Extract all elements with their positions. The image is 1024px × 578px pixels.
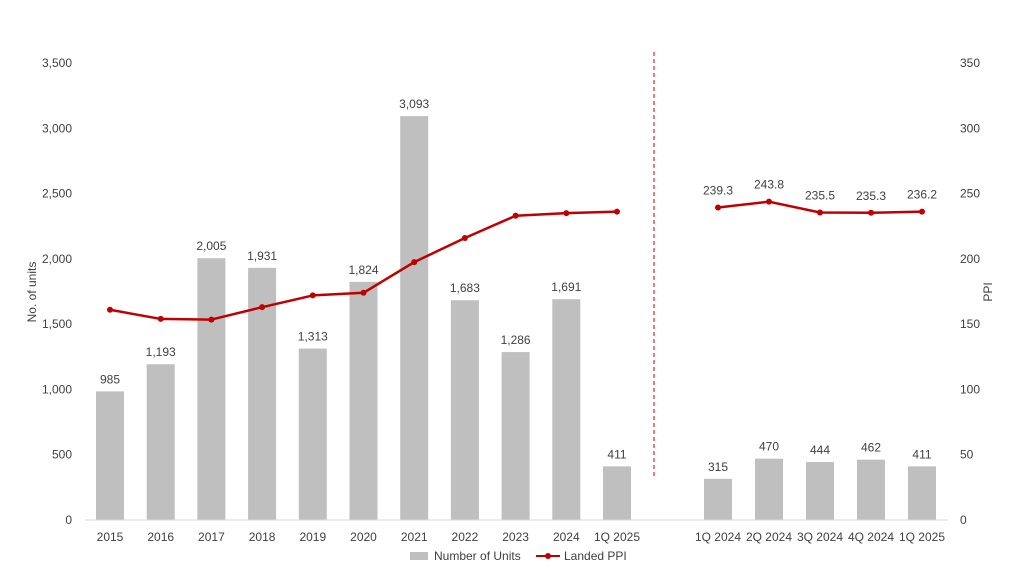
y-tick-label: 3,000 [42, 121, 72, 135]
y2-axis-title: PPI [981, 282, 995, 301]
y2-tick-label: 0 [960, 513, 967, 527]
line-point [309, 292, 316, 299]
bar-data-label: 1,691 [551, 280, 581, 294]
line-point [614, 208, 620, 215]
line-point [157, 315, 164, 322]
bar [146, 364, 175, 520]
bar-data-label: 1,824 [348, 263, 378, 277]
axes: 0 500 1,000 1,500 2,000 2,500 3,000 3,500 0 50 100… [25, 56, 995, 544]
line-data-label: 243.8 [754, 178, 784, 192]
line-point [461, 234, 468, 241]
x-tick-label: 1Q 2025 [899, 530, 945, 544]
x-tick-label: 4Q 2024 [848, 530, 894, 544]
y-tick-label: 2,000 [42, 252, 72, 266]
x-tick-label: 2024 [553, 530, 580, 544]
bar-data-label: 444 [810, 443, 830, 457]
line-point [360, 289, 367, 296]
y-tick-label: 1,500 [42, 317, 72, 331]
x-tick-label: 1Q 2025 [594, 530, 640, 544]
line-point [817, 209, 823, 216]
x-tick-label: 3Q 2024 [797, 530, 843, 544]
bar [501, 352, 530, 520]
bar [400, 116, 429, 520]
x-tick-label: 2019 [299, 530, 326, 544]
x-tick-label: 2017 [198, 530, 225, 544]
y-axis-title: No. of units [25, 262, 39, 323]
y2-tick-label: 350 [960, 56, 980, 70]
x-tick-label: 2020 [350, 530, 377, 544]
bar [704, 478, 732, 520]
y2-tick-label: 100 [960, 382, 980, 396]
bar-data-label: 411 [912, 447, 931, 461]
line-data-label: 235.5 [805, 189, 835, 203]
bar-data-label: 1,931 [247, 249, 277, 263]
bar [96, 391, 124, 520]
y2-tick-label: 250 [960, 187, 980, 201]
legend-swatch-units [410, 552, 428, 560]
y2-tick-label: 200 [960, 252, 980, 266]
y-tick-label: 2,500 [42, 187, 72, 201]
bar [755, 458, 783, 520]
bar [806, 462, 834, 520]
bar-data-label: 411 [607, 447, 626, 461]
bar [349, 281, 378, 520]
bar [552, 299, 581, 520]
bar [197, 258, 226, 520]
bar-data-label: 470 [759, 440, 779, 454]
x-tick-label: 2Q 2024 [746, 530, 792, 544]
bar [857, 459, 885, 520]
y2-tick-label: 50 [960, 448, 974, 462]
y-tick-label: 500 [52, 448, 72, 462]
line-data-label: 239.3 [703, 184, 733, 198]
line-point [208, 316, 215, 323]
bar-data-label: 1,286 [501, 333, 531, 347]
line-point [563, 210, 570, 217]
bar-data-label: 1,683 [450, 281, 480, 295]
bar-data-label: 3,093 [399, 97, 429, 111]
x-tick-label: 2021 [401, 530, 428, 544]
line-point [512, 212, 519, 219]
y2-tick-label: 300 [960, 121, 980, 135]
x-tick-label: 2018 [249, 530, 276, 544]
x-tick-label: 2015 [97, 530, 124, 544]
bar [908, 466, 936, 520]
bar-data-label: 315 [708, 460, 728, 474]
plot-area: 985 1,193 2,005 1,931 1,313 1,824 3,093 1,683 1,… [96, 52, 937, 520]
line-data-label: 235.3 [856, 189, 886, 203]
bar [603, 466, 631, 520]
x-tick-label: 1Q 2024 [695, 530, 741, 544]
x-tick-label: 2022 [452, 530, 479, 544]
bar-data-label: 1,313 [298, 330, 328, 344]
line-point [919, 208, 925, 215]
bar-data-label: 2,005 [196, 239, 226, 253]
legend-label-ppi: Landed PPI [564, 549, 627, 563]
line-point [411, 259, 418, 266]
legend-marker-ppi [545, 553, 551, 559]
bar-data-label: 462 [861, 441, 881, 455]
line-point [766, 198, 772, 205]
line-data-label: 236.2 [907, 188, 937, 202]
x-tick-label: 2023 [502, 530, 529, 544]
legend: Number of Units Landed PPI [410, 549, 627, 563]
y-tick-label: 0 [65, 513, 72, 527]
bar [298, 348, 327, 520]
y-tick-label: 1,000 [42, 382, 72, 396]
legend-label-units: Number of Units [434, 549, 521, 563]
bar-data-label: 1,193 [146, 345, 176, 359]
bar-data-label: 985 [100, 372, 120, 386]
y2-tick-label: 150 [960, 317, 980, 331]
line-point [107, 306, 113, 313]
line-point [868, 209, 874, 216]
line-point [715, 204, 721, 211]
x-tick-label: 2016 [147, 530, 174, 544]
bar [450, 300, 479, 520]
line-point [259, 304, 266, 311]
y-tick-label: 3,500 [42, 56, 72, 70]
